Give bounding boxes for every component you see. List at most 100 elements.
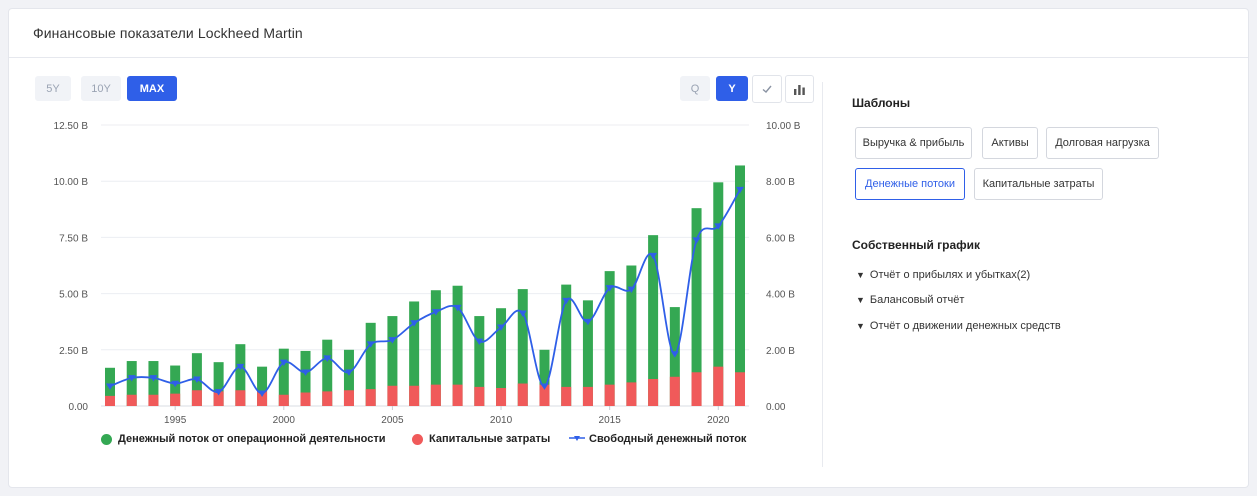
capex-bar xyxy=(278,394,289,406)
period-q-button[interactable]: Q xyxy=(680,76,710,101)
right-axis-tick-label: 8.00 B xyxy=(766,177,795,188)
operating-cash-flow-bar xyxy=(539,349,550,406)
accordion-cash-flow-statement[interactable]: ▼ Отчёт о движении денежных средств xyxy=(856,320,1061,332)
period-y-button[interactable]: Y xyxy=(716,76,748,101)
capex-bar xyxy=(191,390,202,406)
capex-bar xyxy=(365,389,376,406)
free-cash-flow-point xyxy=(540,383,549,390)
legend-capex[interactable]: Капитальные затраты xyxy=(412,433,550,445)
capex-bar xyxy=(735,372,745,406)
free-cash-flow-point xyxy=(344,369,353,376)
accordion-balance-sheet[interactable]: ▼ Балансовый отчёт xyxy=(856,294,964,306)
capex-bar xyxy=(691,372,702,406)
capex-bar xyxy=(343,390,354,406)
capex-bar xyxy=(409,385,420,406)
left-axis-tick-label: 7.50 B xyxy=(59,233,88,244)
free-cash-flow-point xyxy=(453,304,462,312)
free-cash-flow-point xyxy=(692,237,701,244)
free-cash-flow-point xyxy=(562,297,571,305)
panel-divider xyxy=(822,82,823,467)
legend-capex-marker xyxy=(412,433,423,445)
left-axis-tick-label: 10.00 B xyxy=(54,177,89,188)
capex-bar xyxy=(170,393,181,406)
operating-cash-flow-bar xyxy=(148,361,159,406)
free-cash-flow-point xyxy=(627,286,636,293)
capex-bar xyxy=(213,391,224,406)
template-cash-flow-button[interactable]: Денежные потоки xyxy=(855,168,965,200)
free-cash-flow-point xyxy=(410,320,419,327)
operating-cash-flow-bar xyxy=(713,182,724,406)
template-capex-button[interactable]: Капитальные затраты xyxy=(974,168,1103,200)
free-cash-flow-point xyxy=(583,318,592,326)
chevron-down-icon: ▼ xyxy=(856,321,865,331)
range-max-button[interactable]: MAX xyxy=(127,76,177,101)
operating-cash-flow-bar xyxy=(582,300,593,406)
free-cash-flow-point xyxy=(106,383,114,390)
capex-bar xyxy=(322,391,333,406)
capex-bar xyxy=(582,386,593,406)
operating-cash-flow-bar xyxy=(626,265,637,406)
accordion-balance-sheet-label: Балансовый отчёт xyxy=(869,294,965,306)
operating-cash-flow-bar xyxy=(343,349,354,406)
bar-chart-icon xyxy=(794,84,805,95)
capex-bar xyxy=(430,384,441,406)
custom-chart-title: Собственный график xyxy=(852,238,981,252)
capex-bar xyxy=(496,388,507,406)
capex-bar xyxy=(517,383,528,406)
operating-cash-flow-bar xyxy=(126,361,137,406)
check-button[interactable] xyxy=(752,75,782,103)
x-axis-tick-label: 2020 xyxy=(707,415,730,424)
free-cash-flow-point xyxy=(323,355,332,362)
bar-chart-button[interactable] xyxy=(785,75,814,103)
range-10y-button[interactable]: 10Y xyxy=(81,76,121,101)
free-cash-flow-point xyxy=(258,390,267,397)
capex-bar xyxy=(257,391,268,406)
operating-cash-flow-bar xyxy=(387,316,398,406)
accordion-income-statement-label: Отчёт о прибылях и убытках(2) xyxy=(869,269,1031,281)
capex-bar xyxy=(387,385,398,406)
operating-cash-flow-bar xyxy=(604,271,615,406)
template-revenue-profit-button[interactable]: Выручка & прибыль xyxy=(855,127,972,159)
free-cash-flow-point xyxy=(127,375,136,382)
financial-card: Финансовые показатели Lockheed Martin 5Y… xyxy=(8,8,1249,488)
capex-bar xyxy=(300,392,311,406)
free-cash-flow-point xyxy=(388,337,397,344)
capex-bar xyxy=(713,366,724,406)
legend-fcf[interactable]: Свободный денежный поток xyxy=(569,433,746,445)
legend-capex-label: Капитальные затраты xyxy=(429,433,551,445)
free-cash-flow-point xyxy=(736,186,744,194)
free-cash-flow-point xyxy=(714,223,723,230)
operating-cash-flow-bar xyxy=(561,284,572,406)
range-5y-button[interactable]: 5Y xyxy=(35,76,71,101)
free-cash-flow-point xyxy=(149,375,158,382)
x-axis-tick-label: 1995 xyxy=(164,415,187,424)
page-title: Финансовые показатели Lockheed Martin xyxy=(9,9,1248,58)
capex-bar xyxy=(648,379,659,406)
accordion-income-statement[interactable]: ▼ Отчёт о прибылях и убытках(2) xyxy=(856,269,1030,281)
legend-operating[interactable]: Денежный поток от операционной деятельно… xyxy=(101,433,386,445)
capex-bar xyxy=(604,384,615,406)
legend-operating-marker xyxy=(101,433,112,445)
free-cash-flow-point xyxy=(171,380,180,388)
operating-cash-flow-bar xyxy=(430,290,441,406)
right-axis-tick-label: 10.00 B xyxy=(766,121,801,132)
capex-bar xyxy=(561,386,572,406)
capex-bar xyxy=(539,384,550,406)
template-debt-button[interactable]: Долговая нагрузка xyxy=(1046,127,1159,159)
capex-bar xyxy=(105,395,115,406)
capex-bar xyxy=(235,390,246,406)
capex-bar xyxy=(474,386,485,406)
check-icon xyxy=(762,85,772,93)
free-cash-flow-point xyxy=(301,369,310,376)
chevron-down-icon: ▼ xyxy=(856,270,865,280)
capex-bar xyxy=(626,382,637,406)
templates-title: Шаблоны xyxy=(852,96,911,110)
accordion-cash-flow-statement-label: Отчёт о движении денежных средств xyxy=(869,320,1061,332)
right-axis-tick-label: 6.00 B xyxy=(766,233,795,244)
free-cash-flow-point xyxy=(518,310,527,317)
right-axis-tick-label: 2.00 B xyxy=(766,346,795,357)
operating-cash-flow-bar xyxy=(735,165,745,406)
operating-cash-flow-bar xyxy=(365,322,376,406)
legend-fcf-marker xyxy=(569,436,585,441)
template-assets-button[interactable]: Активы xyxy=(982,127,1038,159)
